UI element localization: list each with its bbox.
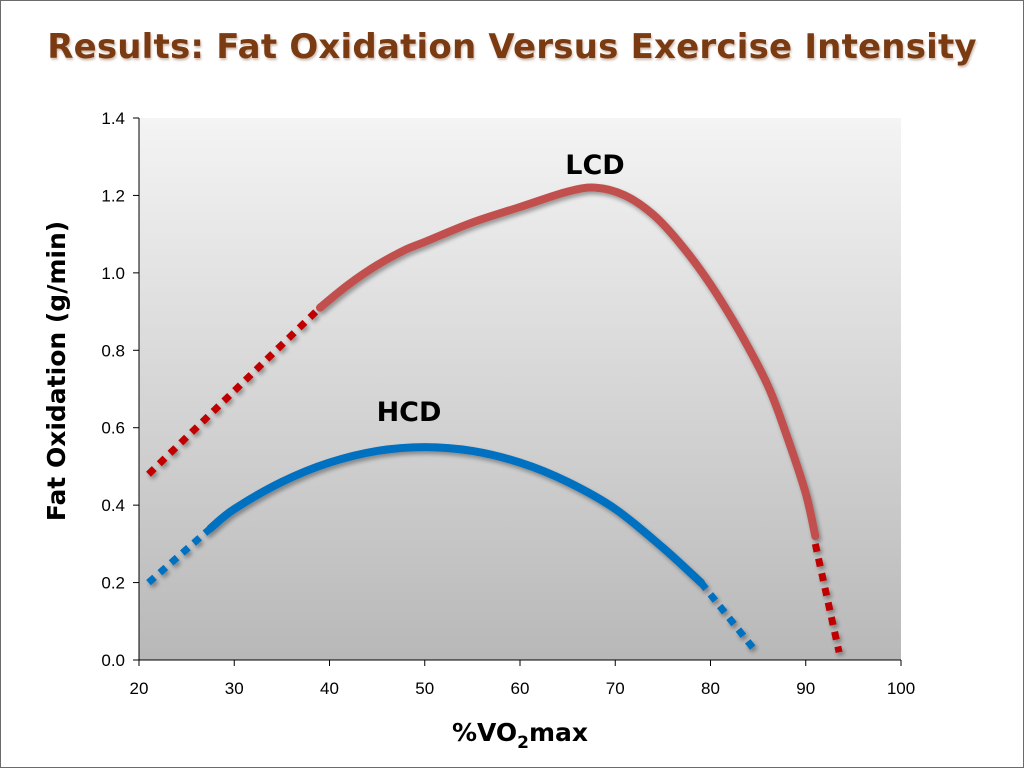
y-tick-label: 0.8 <box>101 341 125 360</box>
series-label-lcd: LCD <box>565 150 624 181</box>
series-label-hcd: HCD <box>377 397 442 428</box>
y-tick-label: 1.4 <box>101 109 125 128</box>
y-tick-label: 1.0 <box>101 264 125 283</box>
series-layer <box>146 183 843 654</box>
x-tick-label: 30 <box>225 679 244 698</box>
x-axis-title-subscript: 2 <box>517 733 529 753</box>
y-axis-ticks: 0.0 0.2 0.4 0.6 0.8 1.0 1.2 1.4 <box>101 109 139 670</box>
x-tick-label: 90 <box>796 679 815 698</box>
x-axis-ticks: 20 30 40 50 60 70 80 90 100 <box>130 660 915 698</box>
x-tick-label: 80 <box>701 679 720 698</box>
plot-area <box>139 118 901 660</box>
series-lcd-extrapolated-low <box>146 305 323 477</box>
x-axis-title: %VO2max <box>452 718 588 753</box>
slide-title: Results: Fat Oxidation Versus Exercise I… <box>47 27 977 67</box>
x-axis-title-suffix: max <box>529 718 588 747</box>
series-lcd <box>146 183 843 654</box>
x-tick-label: 40 <box>320 679 339 698</box>
series-hcd-line <box>206 443 705 587</box>
x-tick-label: 50 <box>415 679 434 698</box>
y-tick-label: 1.2 <box>101 186 125 205</box>
x-tick-label: 70 <box>606 679 625 698</box>
series-lcd-extrapolated-high <box>811 543 843 654</box>
x-tick-label: 60 <box>511 679 530 698</box>
x-tick-label: 100 <box>887 679 915 698</box>
x-axis-title-main: %VO <box>452 718 517 747</box>
y-tick-label: 0.6 <box>101 419 125 438</box>
y-tick-label: 0.0 <box>101 651 125 670</box>
series-hcd <box>146 443 757 651</box>
y-tick-label: 0.4 <box>101 496 125 515</box>
series-lcd-line <box>316 183 820 541</box>
x-tick-label: 20 <box>130 679 149 698</box>
y-axis-title: Fat Oxidation (g/min) <box>42 221 71 521</box>
y-tick-label: 0.2 <box>101 574 125 593</box>
